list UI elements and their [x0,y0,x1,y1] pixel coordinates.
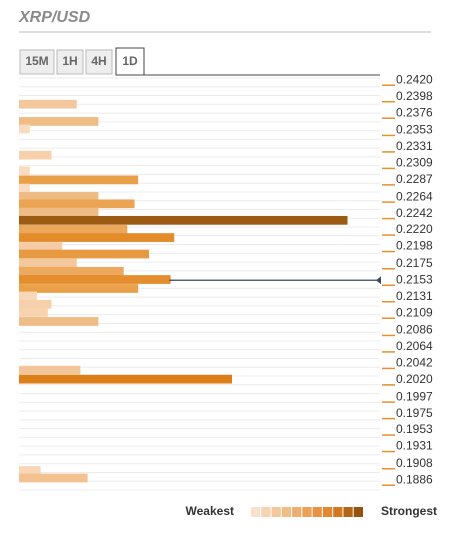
bar [19,374,232,384]
bar [19,317,99,326]
y-tick-label: 0.2175 [396,256,433,270]
tab-bg[interactable] [19,49,55,75]
bar [19,299,52,309]
y-tick-label: 0.2020 [396,372,433,386]
bar [19,258,77,268]
y-tick-label: 0.2042 [396,356,433,370]
y-tick-label: 0.2153 [396,272,433,286]
y-tick-label: 0.2242 [396,206,433,220]
y-tick-label: 0.2131 [396,289,433,303]
y-tick-label: 0.1997 [396,389,433,403]
bar [19,473,88,483]
bar [19,365,81,375]
bar [19,224,128,234]
tab-label[interactable]: 4H [91,54,106,68]
y-tick-label: 0.2086 [396,323,433,337]
y-tick-label: 0.2309 [396,156,433,170]
bar [19,308,48,317]
bar [19,191,99,201]
y-tick-label: 0.1908 [396,456,433,470]
y-tick-label: 0.2331 [396,139,433,153]
y-tick-label: 0.2109 [396,305,433,319]
bar [19,466,41,475]
bar [19,124,30,134]
legend-swatch [251,507,261,517]
bar [19,249,149,259]
bar [19,242,63,251]
legend-swatch [281,507,292,517]
tab-label[interactable]: 15M [25,54,48,68]
legend-swatch [261,507,271,517]
y-tick-label: 0.2398 [396,89,433,103]
y-tick-label: 0.1953 [396,422,433,436]
bar [19,284,139,293]
bar [19,233,175,242]
bar [19,150,52,160]
bar [19,175,139,185]
y-tick-label: 0.2376 [396,105,433,119]
tab-bg[interactable] [56,49,84,75]
y-tick-label: 0.2220 [396,222,433,236]
legend-swatch [312,507,322,517]
chart-title: XRP/USD [18,9,91,26]
bar [19,275,171,284]
bar [19,183,30,193]
current-price-arrow [376,276,381,285]
y-tick-label: 0.2353 [396,123,433,137]
bar [19,266,124,276]
y-tick-label: 0.2264 [396,189,433,203]
tab-bg[interactable] [85,49,113,75]
bar [19,215,348,225]
bar [19,166,30,176]
legend-swatch [343,507,353,517]
bar [19,117,99,126]
bar [19,99,77,109]
y-tick-label: 0.2287 [396,172,433,186]
legend-weakest: Weakest [186,504,234,518]
bar [19,291,38,301]
y-tick-label: 0.2420 [396,72,433,86]
y-tick-label: 0.1931 [396,439,433,453]
legend-swatch [322,507,333,517]
legend-strongest: Strongest [381,504,437,518]
tab-label[interactable]: 1D [122,54,138,68]
y-tick-label: 0.2064 [396,339,433,353]
tab-bg[interactable] [115,47,145,76]
legend-swatch [271,507,281,517]
y-tick-label: 0.1886 [396,472,433,486]
legend-swatch [333,507,343,517]
y-tick-label: 0.1975 [396,406,433,420]
bar [19,207,99,217]
legend-swatch [302,507,312,517]
bar [19,199,135,209]
legend-swatch [292,507,302,517]
tab-label[interactable]: 1H [62,54,77,68]
y-tick-label: 0.2198 [396,239,433,253]
legend-swatch [353,507,363,517]
